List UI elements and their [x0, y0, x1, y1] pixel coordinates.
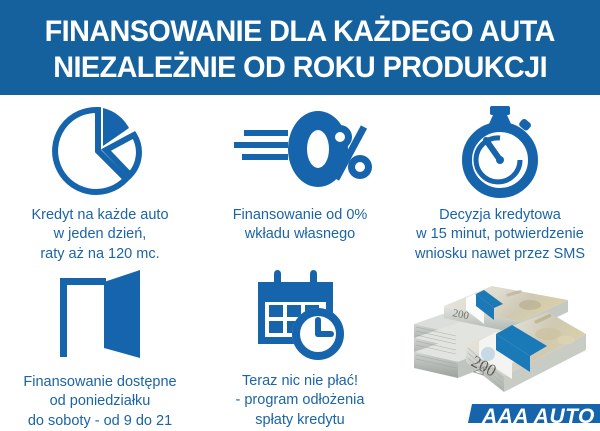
svg-text:200: 200: [451, 307, 470, 322]
pie-chart-icon: [48, 103, 152, 198]
feature-item-zero-percent: Finansowanie od 0% wkładu własnego: [200, 103, 400, 268]
feature-caption: Kredyt na każde auto w jeden dzień, raty…: [31, 207, 169, 262]
feature-item-fast-decision: Decyzja kredytowa w 15 minut, potwierdze…: [400, 103, 600, 268]
headline-line-1: FINANSOWANIE DLA KAŻDEGO AUTA: [44, 15, 556, 49]
aaa-auto-logo[interactable]: AAA AUTO: [466, 404, 600, 423]
feature-caption: Finansowanie od 0% wkładu własnego: [232, 207, 368, 243]
header-banner: FINANSOWANIE DLA KAŻDEGO AUTA NIEZALEŻNI…: [0, 0, 600, 95]
feature-grid: Kredyt na każde auto w jeden dzień, raty…: [0, 95, 600, 429]
open-door-icon: [54, 268, 146, 363]
calendar-clock-icon: [252, 268, 348, 362]
feature-item-credit-one-day: Kredyt na każde auto w jeden dzień, raty…: [0, 103, 200, 268]
logo-text: AAA AUTO: [482, 405, 595, 423]
banknote-stacks-photo: 200 200: [408, 272, 592, 396]
feature-caption: Decyzja kredytowa w 15 minut, potwierdze…: [414, 207, 586, 262]
headline-line-2: NIEZALEŻNIE OD ROKU PRODUKCJI: [53, 50, 547, 84]
stopwatch-icon: [450, 103, 550, 198]
feature-item-opening-hours: Finansowanie dostępne od poniedziałku do…: [0, 268, 200, 429]
feature-caption: Finansowanie dostępne od poniedziałku do…: [23, 374, 177, 429]
feature-item-deferred-payment: Teraz nic nie płać! - program odłożenia …: [200, 268, 400, 428]
zero-percent-icon: [226, 103, 374, 198]
feature-caption: Teraz nic nie płać! - program odłożenia …: [235, 373, 365, 428]
